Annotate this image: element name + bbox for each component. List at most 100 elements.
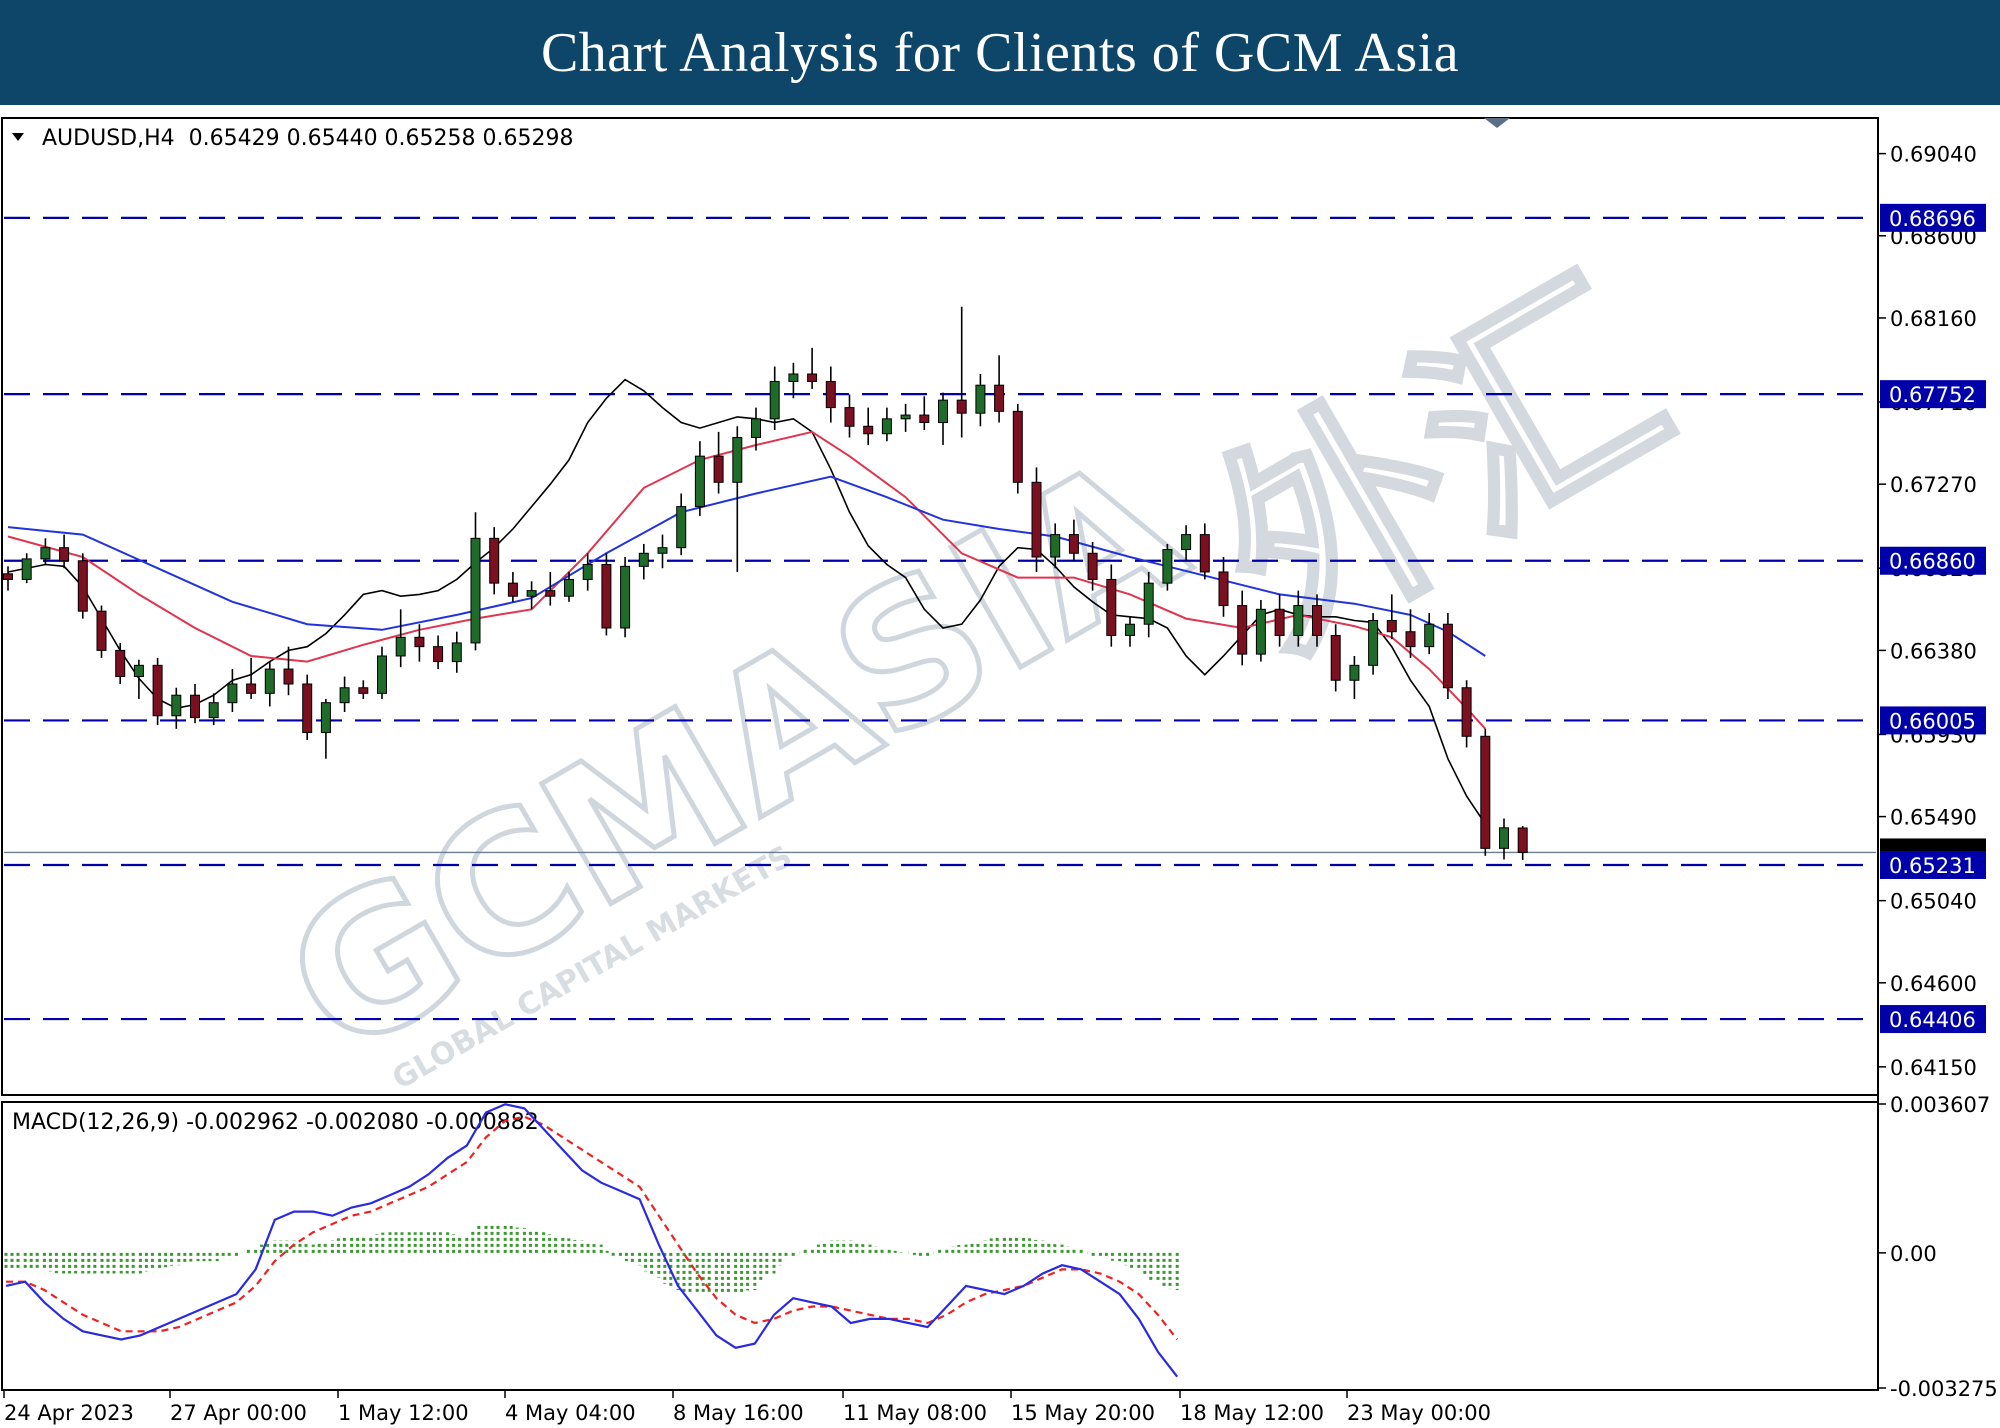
candle (1181, 525, 1192, 561)
candle-body (339, 687, 350, 704)
candle (414, 624, 425, 662)
candle (601, 553, 612, 636)
candle-body (115, 649, 126, 678)
candle (863, 407, 874, 445)
candle-body (657, 547, 668, 554)
candle-body (190, 694, 200, 719)
macd-line (5, 1103, 1179, 1378)
level-box-label: 0.68696 (1889, 207, 1976, 231)
candle (152, 657, 163, 726)
candle-body (283, 668, 294, 685)
candle-body (881, 418, 892, 435)
candle (96, 605, 107, 658)
candle (807, 347, 818, 389)
candle (1368, 613, 1379, 675)
candle-body (171, 694, 182, 717)
candle-body (264, 668, 275, 694)
candle-body (938, 399, 948, 424)
level-box-1 (1880, 380, 1986, 409)
macd-panel-frame (1, 1101, 1879, 1391)
candle-body (1218, 571, 1229, 607)
candle (769, 366, 780, 431)
candle-body (582, 563, 593, 580)
level-box-3 (1880, 706, 1986, 735)
candle-body (564, 578, 574, 597)
candle (1442, 613, 1453, 699)
candle (1012, 403, 1023, 494)
candle (732, 426, 743, 572)
watermark: GCMASIA GLOBAL CAPITAL MARKETS 外汇 (250, 234, 1709, 1102)
candle (377, 646, 387, 699)
level-box-0 (1880, 203, 1986, 232)
level-price-boxes: 0.68696 0.67752 0.66860 0.66005 0.65231 0.644… (1880, 203, 1986, 1034)
candle-body (227, 683, 238, 704)
time-tick-label: 11 May 08:00 (843, 1401, 987, 1425)
watermark-brand: GCMASIA (252, 415, 1216, 1099)
candle-body (40, 547, 51, 560)
candle-body (956, 399, 967, 414)
candle (451, 631, 462, 673)
candle (1050, 523, 1061, 569)
candle (1068, 519, 1079, 561)
candle-body (975, 384, 986, 414)
candle-body (320, 702, 331, 734)
candle (1517, 825, 1528, 860)
candle-body (433, 646, 444, 663)
candle-body (1349, 664, 1360, 681)
candle (208, 693, 219, 726)
macd-panel-header: MACD(12,26,9) -0.002962 -0.002080 -0.000… (12, 1110, 539, 1135)
level-box-label: 0.67752 (1889, 383, 1976, 407)
candle-body (1125, 623, 1135, 636)
candle-body (863, 425, 874, 435)
candle-body (1143, 582, 1154, 625)
candle (1031, 467, 1042, 572)
price-tick-label: 0.69040 (1890, 143, 1977, 167)
candle-body (825, 380, 836, 409)
time-tick-label: 23 May 00:00 (1347, 1401, 1491, 1425)
level-box-5 (1880, 1005, 1986, 1034)
candle (115, 642, 126, 685)
candle (1274, 594, 1285, 647)
candle-body (1424, 623, 1435, 648)
candle-body (788, 373, 799, 382)
candle-body (1517, 827, 1528, 853)
candle (694, 441, 705, 516)
candle-body (1330, 634, 1341, 681)
candle-body (1199, 534, 1210, 573)
candle (676, 493, 687, 556)
level-box-label: 0.66860 (1889, 550, 1976, 574)
support-resistance-levels (4, 216, 1876, 1021)
candle-body (1368, 620, 1379, 666)
candle (40, 538, 51, 565)
time-tick-label: 4 May 04:00 (505, 1401, 636, 1425)
symbol-menu-icon[interactable] (12, 133, 24, 141)
candle-body (732, 436, 743, 483)
price-tick-label: 0.68160 (1890, 307, 1977, 331)
candle (1386, 594, 1397, 640)
candle (1087, 542, 1098, 591)
candle (1237, 590, 1248, 666)
candle-body (919, 414, 930, 424)
candle (788, 362, 799, 399)
macd-tick-label: 0.00 (1890, 1242, 1937, 1266)
candle-body (1312, 605, 1322, 636)
candle-body (1162, 549, 1173, 584)
candle (844, 394, 855, 438)
candle-body (620, 565, 631, 629)
candle (881, 407, 892, 442)
candle (1499, 818, 1509, 860)
candle-body (395, 636, 406, 657)
candle-body (807, 373, 818, 382)
candle (283, 646, 294, 696)
candle (657, 534, 668, 569)
candle-body (1405, 631, 1416, 648)
candle (751, 407, 761, 451)
candle (133, 659, 144, 699)
price-tick-label: 0.66380 (1890, 639, 1977, 663)
level-box-overlay-label: 0.65231 (1889, 854, 1976, 878)
candle (975, 373, 986, 427)
candle-body (545, 590, 556, 597)
candle (582, 553, 593, 591)
candle (507, 571, 518, 602)
chart-shift-marker-icon[interactable] (1484, 118, 1510, 128)
